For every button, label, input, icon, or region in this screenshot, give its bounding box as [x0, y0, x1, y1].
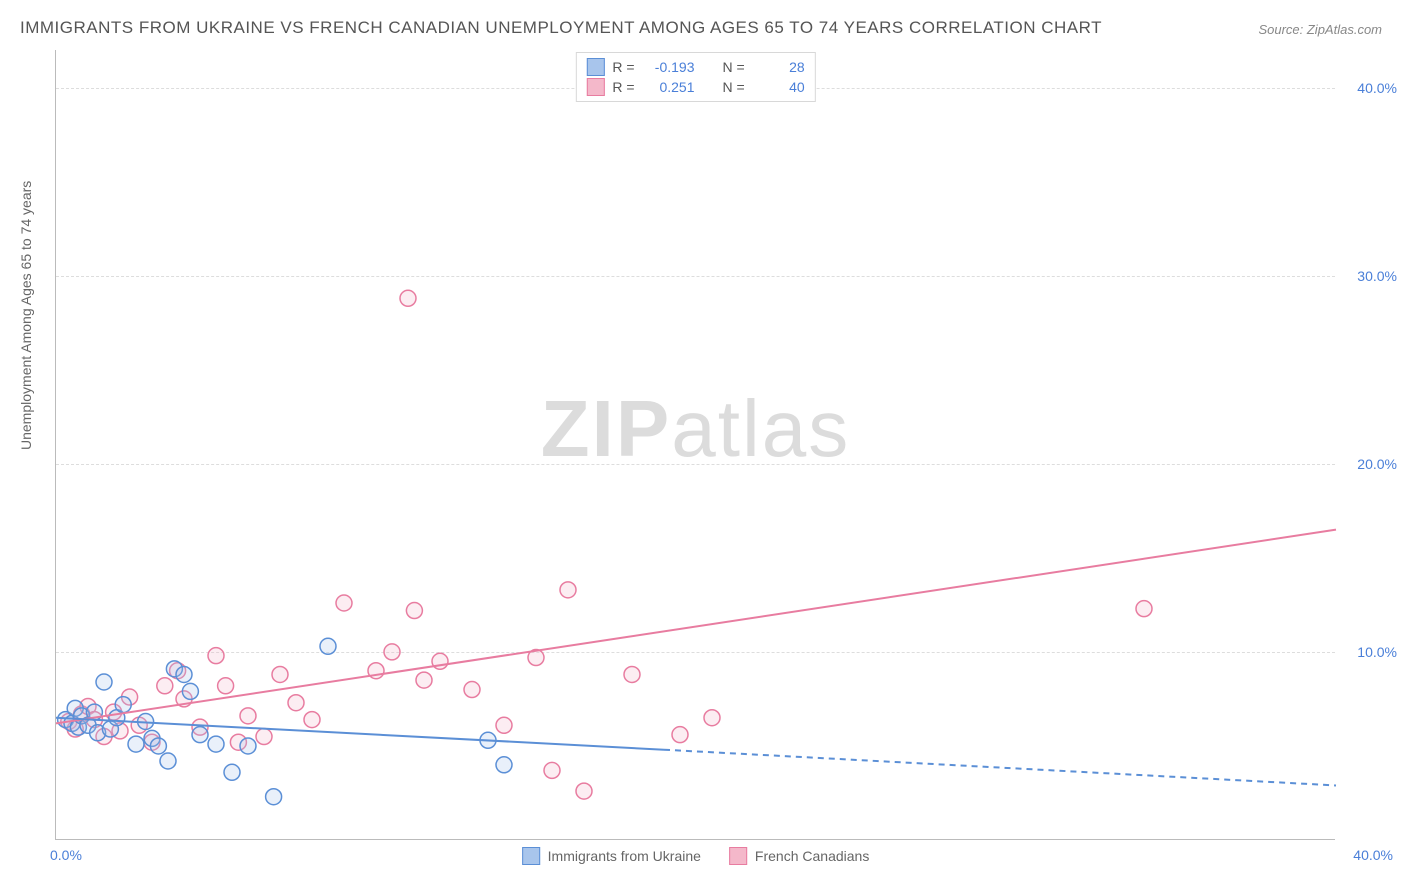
legend-swatch-pink — [729, 847, 747, 865]
swatch-blue — [586, 58, 604, 76]
legend-item-pink: French Canadians — [729, 847, 869, 865]
ytick-label: 30.0% — [1357, 268, 1397, 284]
stats-box: R = -0.193 N = 28 R = 0.251 N = 40 — [575, 52, 815, 102]
source-credit: Source: ZipAtlas.com — [1258, 22, 1382, 37]
ytick-label: 20.0% — [1357, 456, 1397, 472]
legend-label-blue: Immigrants from Ukraine — [548, 848, 701, 864]
plot-area: ZIPatlas R = -0.193 N = 28 R = 0.251 N =… — [55, 50, 1335, 840]
r-label: R = — [612, 79, 634, 95]
n-label: N = — [723, 59, 745, 75]
chart-svg — [56, 50, 1335, 839]
ytick-label: 40.0% — [1357, 80, 1397, 96]
y-axis-label: Unemployment Among Ages 65 to 74 years — [18, 181, 34, 450]
chart-title: IMMIGRANTS FROM UKRAINE VS FRENCH CANADI… — [20, 18, 1102, 38]
n-value-blue: 28 — [753, 59, 805, 75]
n-label: N = — [723, 79, 745, 95]
legend-item-blue: Immigrants from Ukraine — [522, 847, 701, 865]
stats-row-pink: R = 0.251 N = 40 — [586, 77, 804, 97]
r-value-pink: 0.251 — [643, 79, 695, 95]
legend-label-pink: French Canadians — [755, 848, 869, 864]
stats-row-blue: R = -0.193 N = 28 — [586, 57, 804, 77]
xtick-right: 40.0% — [1353, 847, 1393, 863]
legend-swatch-blue — [522, 847, 540, 865]
ytick-label: 10.0% — [1357, 644, 1397, 660]
n-value-pink: 40 — [753, 79, 805, 95]
r-value-blue: -0.193 — [643, 59, 695, 75]
bottom-legend: Immigrants from Ukraine French Canadians — [522, 847, 870, 865]
r-label: R = — [612, 59, 634, 75]
xtick-left: 0.0% — [50, 847, 82, 863]
swatch-pink — [586, 78, 604, 96]
